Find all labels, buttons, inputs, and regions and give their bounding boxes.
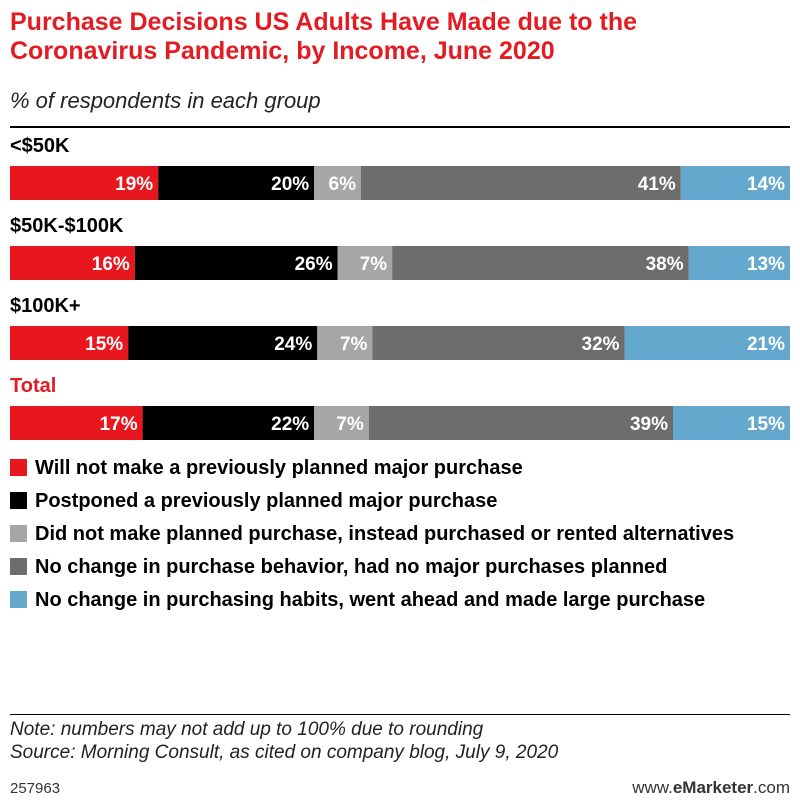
bar-segment	[10, 246, 135, 280]
top-divider	[10, 126, 790, 128]
brand-suffix: .com	[753, 778, 790, 797]
legend-label: Did not make planned purchase, instead p…	[35, 523, 735, 545]
legend-item: Postponed a previously planned major pur…	[10, 489, 790, 514]
data-label: 7%	[336, 414, 364, 435]
data-label: 24%	[274, 334, 312, 355]
bar-segment	[134, 246, 338, 280]
bar-segment	[314, 166, 361, 200]
legend-swatch	[10, 492, 27, 509]
data-label: 15%	[85, 334, 123, 355]
legend-swatch	[10, 525, 27, 542]
data-label: 6%	[329, 174, 357, 195]
brand-prefix: www.	[632, 778, 673, 797]
legend-label: Postponed a previously planned major pur…	[35, 490, 498, 512]
brand-name: eMarketer	[672, 778, 754, 797]
legend-item: No change in purchasing habits, went ahe…	[10, 588, 790, 613]
bar-segment	[142, 406, 315, 440]
legend-swatch	[10, 591, 27, 608]
brand-logo: www.eMarketer.com	[632, 778, 790, 798]
bar-segment	[372, 326, 625, 360]
legend-swatch	[10, 459, 27, 476]
legend-item: Did not make planned purchase, instead p…	[10, 522, 790, 547]
chart-subtitle: % of respondents in each group	[10, 88, 321, 113]
category-label: <$50K	[10, 135, 70, 157]
bar-segment	[10, 166, 159, 200]
category-label: $100K+	[10, 295, 81, 317]
bar-segment	[317, 326, 373, 360]
legend-item: No change in purchase behavior, had no m…	[10, 555, 790, 580]
legend-swatch	[10, 558, 27, 575]
data-label: 22%	[271, 414, 309, 435]
bar-segment	[337, 246, 393, 280]
bar-segment	[10, 406, 143, 440]
data-label: 17%	[100, 414, 138, 435]
chart-title: Purchase Decisions US Adults Have Made d…	[10, 8, 638, 65]
data-label: 41%	[638, 174, 676, 195]
note-text: Note: numbers may not add up to 100% due…	[10, 719, 484, 740]
data-label: 38%	[646, 254, 684, 275]
bottom-divider	[10, 714, 790, 715]
data-label: 13%	[747, 254, 785, 275]
data-label: 19%	[115, 174, 153, 195]
bar-segment	[392, 246, 689, 280]
footnote: Note: numbers may not add up to 100% due…	[10, 718, 558, 764]
bar-segment	[368, 406, 673, 440]
data-label: 15%	[747, 414, 785, 435]
data-label: 14%	[747, 174, 785, 195]
data-label: 26%	[295, 254, 333, 275]
bar-segment	[361, 166, 681, 200]
bar-segment	[10, 326, 129, 360]
bar-segment	[673, 406, 790, 440]
legend-label: Will not make a previously planned major…	[35, 457, 523, 479]
data-label: 16%	[92, 254, 130, 275]
legend: Will not make a previously planned major…	[10, 456, 790, 621]
data-label: 20%	[271, 174, 309, 195]
bar-segment	[680, 166, 790, 200]
data-label: 32%	[582, 334, 620, 355]
bar-segment	[688, 246, 790, 280]
stacked-bar-chart: <$50K 19% 20% 6% 41% 14% $50K-$100K 16% 26% 7% 38%…	[10, 135, 790, 440]
legend-label: No change in purchasing habits, went ahe…	[35, 589, 706, 611]
data-label: 39%	[630, 414, 668, 435]
chart-id: 257963	[10, 780, 61, 797]
legend-item: Will not make a previously planned major…	[10, 456, 790, 481]
legend-label: No change in purchase behavior, had no m…	[35, 556, 668, 578]
data-label: 7%	[340, 334, 368, 355]
bar-segment	[158, 166, 315, 200]
data-label: 21%	[747, 334, 785, 355]
bar-segment	[128, 326, 318, 360]
data-label: 7%	[360, 254, 388, 275]
category-label: $50K-$100K	[10, 215, 124, 237]
bar-segment	[314, 406, 369, 440]
bar-segment	[624, 326, 790, 360]
source-text: Source: Morning Consult, as cited on com…	[10, 742, 559, 763]
category-label: Total	[10, 375, 56, 397]
